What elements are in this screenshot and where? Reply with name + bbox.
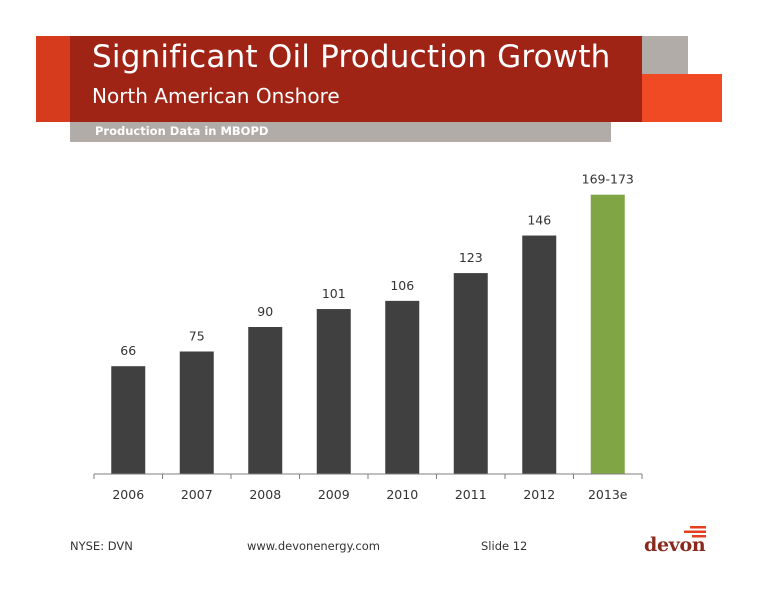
bar-2011 (453, 273, 488, 474)
bar-2007 (179, 351, 214, 474)
bar-2013e (590, 194, 625, 474)
footer-website[interactable]: www.devonenergy.com (247, 539, 380, 553)
value-label: 123 (459, 250, 483, 265)
chart-caption-band (70, 122, 611, 142)
bar-2006 (111, 366, 146, 474)
footer-ticker: NYSE: DVN (70, 539, 133, 553)
value-label: 66 (120, 343, 136, 358)
devon-logo: devon (644, 534, 706, 556)
header-accent-block (642, 74, 722, 122)
footer-slide-number: Slide 12 (481, 539, 528, 553)
chart-caption: Production Data in MBOPD (95, 124, 269, 138)
value-labels-group: 66 75 90 101 106 123 146 169-173 (120, 172, 634, 359)
header-banner-edge (36, 36, 70, 122)
bar-2009 (316, 309, 351, 474)
value-label: 106 (390, 278, 414, 293)
value-label: 146 (527, 213, 551, 228)
value-label: 169-173 (582, 172, 634, 187)
bar-2008 (248, 327, 283, 474)
category-label: 2008 (249, 487, 281, 502)
category-label: 2012 (523, 487, 555, 502)
category-labels-group: 2006 2007 2008 2009 2010 2011 2012 2013e (112, 487, 627, 502)
category-label: 2009 (318, 487, 350, 502)
header-banner (36, 36, 642, 122)
x-axis-ticks (93, 474, 643, 479)
value-label: 90 (257, 304, 273, 319)
category-label: 2010 (386, 487, 418, 502)
bar-2012 (522, 235, 557, 474)
slide-title: Significant Oil Production Growth (92, 39, 611, 75)
category-label: 2007 (181, 487, 213, 502)
bar-2010 (385, 300, 420, 474)
value-label: 75 (189, 329, 205, 344)
category-label: 2013e (588, 487, 628, 502)
bars-group (111, 194, 625, 474)
devon-logo-icon (684, 526, 706, 538)
category-label: 2006 (112, 487, 144, 502)
slide-subtitle: North American Onshore (92, 84, 340, 108)
category-label: 2011 (455, 487, 487, 502)
value-label: 101 (322, 286, 346, 301)
